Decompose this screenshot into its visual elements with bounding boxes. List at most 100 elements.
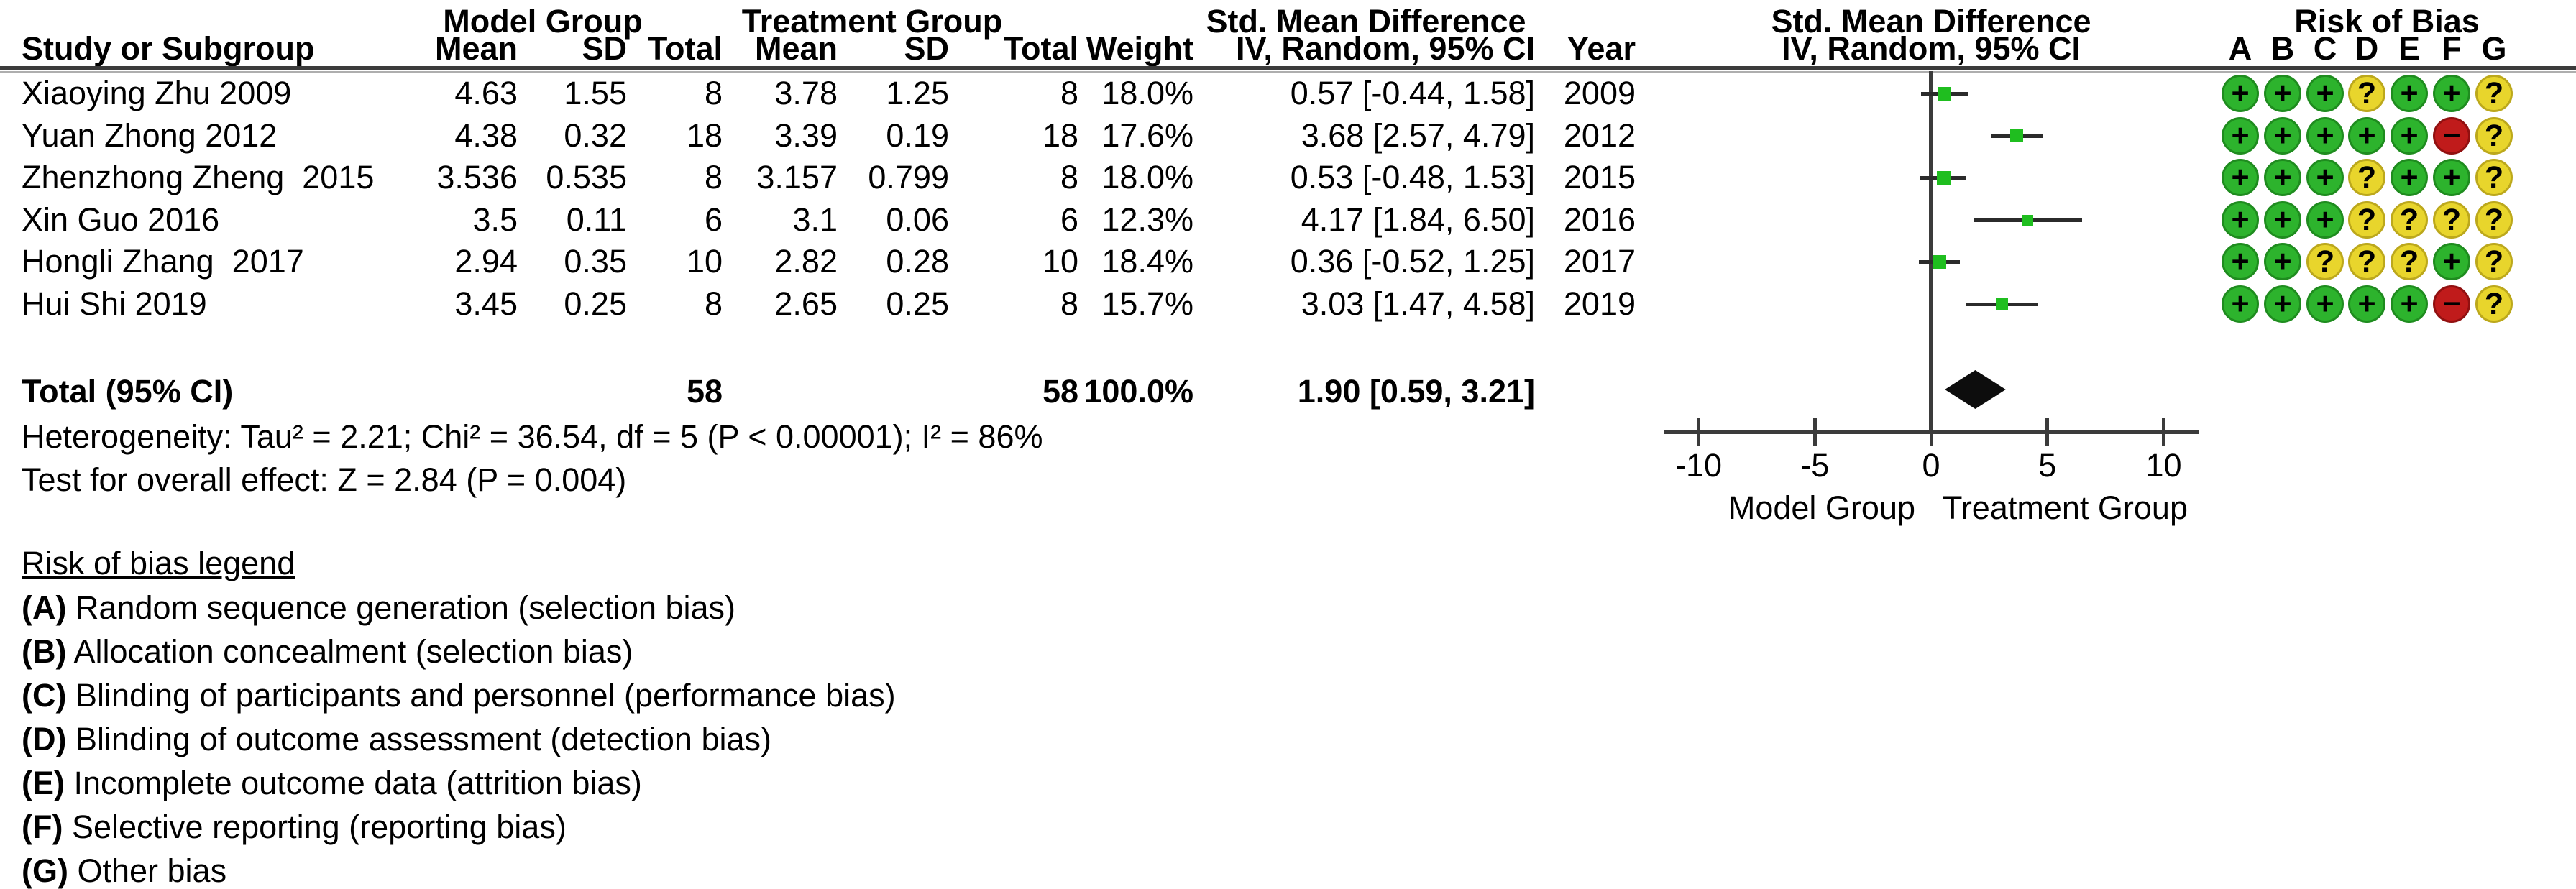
legend-item-key: (G) [22,852,68,889]
legend-item-key: (A) [22,589,67,626]
legend-item-key: (B) [22,633,67,670]
x-axis-tick [1929,418,1933,446]
legend-item-text: Blinding of participants and personnel (… [66,677,896,714]
cell-year: 2009 [1563,75,1636,111]
legend-item-key: (F) [22,809,63,845]
rob-judgement-circle: + [2264,201,2301,239]
cell-t_mean: 3.39 [774,117,838,154]
rob-judgement-circle: + [2391,75,2428,112]
rob-judgement-circle: ? [2306,243,2344,280]
rob-judgement-circle: + [2306,117,2344,155]
col-header-treatment-sd: SD [904,30,949,67]
cell-m_mean: 3.536 [436,159,518,195]
cell-year: 2012 [1563,117,1636,154]
study-name: Zhenzhong Zheng 2015 [22,159,375,195]
cell-t_mean: 3.78 [774,75,838,111]
cell-weight: 18.4% [1101,243,1193,280]
effect-square [2022,214,2034,226]
effect-square [1937,86,1951,101]
cell-m_total: 18 [686,117,723,154]
cell-m_sd: 0.25 [564,285,627,322]
legend-item-text: Random sequence generation (selection bi… [66,589,736,626]
cell-weight: 15.7% [1101,285,1193,322]
rob-judgement-circle: ? [2475,201,2513,239]
cell-m_sd: 0.32 [564,117,627,154]
legend-item: (B) Allocation concealment (selection bi… [22,633,1244,671]
cell-t_total: 8 [1060,75,1078,111]
legend-item-text: Other bias [68,852,227,889]
legend-item-text: Selective reporting (reporting bias) [63,809,567,845]
total-row-label: Total (95% CI) [22,373,234,410]
smd-column-group-header: Std. Mean Difference [1206,3,1526,40]
rob-judgement-circle: − [2433,117,2470,155]
effect-square [1995,298,2008,310]
rob-judgement-circle: + [2222,201,2259,239]
effect-square [1936,170,1951,185]
col-header-treatment-total: Total [1003,30,1078,67]
cell-t_mean: 3.1 [792,201,838,238]
cell-t_total: 8 [1060,285,1078,322]
cell-ci: 0.36 [-0.52, 1.25] [1290,243,1535,280]
col-header-model-sd: SD [582,30,627,67]
cell-t_total: 18 [1042,117,1078,154]
cell-t_sd: 1.25 [886,75,949,111]
rob-judgement-circle: + [2433,243,2470,280]
rob-judgement-circle: + [2391,159,2428,196]
rob-column-letter: A [2228,30,2252,67]
rob-judgement-circle: ? [2433,201,2470,239]
rob-column-letter: G [2481,30,2507,67]
cell-weight: 18.0% [1101,159,1193,195]
effect-square [1933,254,1947,269]
cell-t_mean: 2.65 [774,285,838,322]
cell-m_sd: 0.535 [546,159,627,195]
rob-judgement-circle: ? [2348,243,2385,280]
cell-t_total: 8 [1060,159,1078,195]
cell-m_mean: 3.45 [454,285,518,322]
x-axis-tick [1697,418,1700,446]
forest-plot-title: Std. Mean Difference [1771,3,2091,40]
legend-item-text: Incomplete outcome data (attrition bias) [65,765,642,801]
legend-item-key: (D) [22,721,67,757]
header-separator-shadow-line [0,71,2576,73]
legend-item-text: Blinding of outcome assessment (detectio… [66,721,771,757]
x-axis-tick-label: 10 [2145,447,2182,484]
rob-judgement-circle: ? [2348,159,2385,196]
rob-judgement-circle: ? [2475,159,2513,196]
rob-judgement-circle: + [2264,285,2301,323]
cell-t_mean: 3.157 [756,159,838,195]
cell-ci: 0.53 [-0.48, 1.53] [1290,159,1535,195]
cell-weight: 17.6% [1101,117,1193,154]
study-name: Hui Shi 2019 [22,285,207,322]
col-header-treatment-mean: Mean [754,30,838,67]
legend-item: (F) Selective reporting (reporting bias) [22,809,1244,846]
cell-t_sd: 0.25 [886,285,949,322]
rob-judgement-circle: ? [2391,201,2428,239]
x-axis-tick [2162,418,2165,446]
rob-judgement-circle: + [2264,243,2301,280]
rob-judgement-circle: + [2348,285,2385,323]
cell-m_total: 8 [704,75,723,111]
rob-judgement-circle: − [2433,285,2470,323]
cell-ci: 3.03 [1.47, 4.58] [1301,285,1535,322]
rob-column-letter: F [2442,30,2462,67]
cell-ci: 4.17 [1.84, 6.50] [1301,201,1535,238]
cell-year: 2019 [1563,285,1636,322]
x-axis-tick [2045,418,2050,446]
rob-judgement-circle: + [2306,285,2344,323]
legend-item-key: (C) [22,677,67,714]
rob-judgement-circle: + [2264,117,2301,155]
cell-m_total: 8 [704,285,723,322]
total-model-n: 58 [686,373,723,410]
cell-weight: 18.0% [1101,75,1193,111]
rob-judgement-circle: + [2222,243,2259,280]
rob-judgement-circle: ? [2475,285,2513,323]
legend-item: (G) Other bias [22,852,1244,889]
rob-judgement-circle: + [2222,75,2259,112]
study-name: Hongli Zhang 2017 [22,243,304,280]
effect-square [2010,129,2024,142]
cell-t_total: 10 [1042,243,1078,280]
cell-year: 2016 [1563,201,1636,238]
rob-judgement-circle: + [2306,75,2344,112]
pooled-effect-diamond [1945,370,2006,409]
